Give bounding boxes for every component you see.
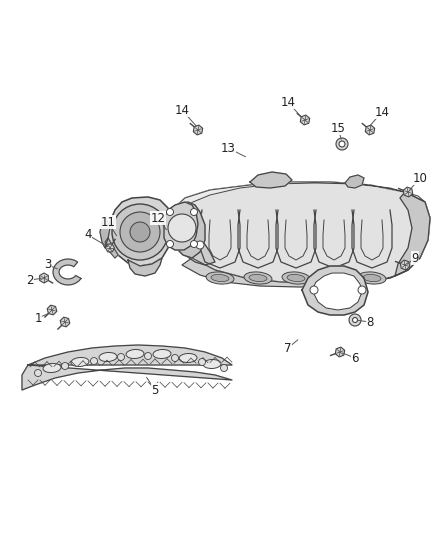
Polygon shape [365, 125, 374, 135]
Text: 6: 6 [351, 351, 359, 365]
Circle shape [353, 318, 357, 322]
Polygon shape [193, 125, 203, 135]
Polygon shape [400, 260, 410, 270]
Text: 8: 8 [366, 316, 374, 328]
Circle shape [120, 212, 160, 252]
Circle shape [196, 241, 204, 249]
Text: 9: 9 [411, 252, 419, 264]
Polygon shape [172, 182, 430, 283]
Text: 13: 13 [221, 141, 236, 155]
Polygon shape [108, 197, 172, 266]
Text: 4: 4 [84, 229, 92, 241]
Ellipse shape [153, 350, 171, 359]
Ellipse shape [287, 274, 305, 281]
Circle shape [172, 354, 179, 361]
Polygon shape [47, 305, 57, 315]
Circle shape [220, 365, 227, 372]
Polygon shape [345, 175, 364, 188]
Ellipse shape [203, 359, 221, 368]
Ellipse shape [320, 272, 348, 284]
Ellipse shape [99, 352, 117, 361]
Polygon shape [300, 115, 310, 125]
Polygon shape [182, 258, 408, 287]
Ellipse shape [43, 364, 61, 373]
Polygon shape [164, 202, 198, 250]
Circle shape [168, 214, 196, 242]
Polygon shape [172, 182, 425, 210]
Text: 7: 7 [284, 342, 292, 354]
Polygon shape [170, 202, 205, 258]
Polygon shape [60, 317, 70, 327]
Text: 14: 14 [280, 95, 296, 109]
Circle shape [35, 369, 42, 376]
Ellipse shape [179, 353, 197, 362]
Polygon shape [53, 259, 81, 285]
Ellipse shape [363, 274, 381, 281]
Circle shape [176, 208, 184, 216]
Text: 12: 12 [151, 212, 166, 224]
Circle shape [112, 204, 168, 260]
Circle shape [166, 208, 173, 215]
Ellipse shape [282, 272, 310, 284]
Ellipse shape [126, 350, 144, 359]
Text: 5: 5 [151, 384, 159, 397]
Circle shape [336, 138, 348, 150]
Circle shape [130, 222, 150, 242]
Ellipse shape [244, 272, 272, 284]
Polygon shape [22, 345, 232, 390]
Ellipse shape [206, 272, 234, 284]
Polygon shape [100, 218, 110, 248]
Text: 14: 14 [374, 106, 389, 118]
Circle shape [61, 362, 68, 369]
Circle shape [310, 286, 318, 294]
Circle shape [91, 358, 98, 365]
Ellipse shape [249, 274, 267, 281]
Text: 2: 2 [26, 273, 34, 287]
Circle shape [349, 314, 361, 326]
Circle shape [191, 208, 198, 215]
Ellipse shape [71, 358, 89, 367]
Circle shape [198, 359, 205, 366]
Polygon shape [40, 273, 48, 283]
Ellipse shape [358, 272, 386, 284]
Ellipse shape [211, 274, 229, 281]
Polygon shape [336, 347, 345, 357]
Circle shape [145, 352, 152, 359]
Polygon shape [395, 192, 430, 276]
Circle shape [117, 353, 124, 360]
Text: 11: 11 [100, 215, 116, 229]
Circle shape [339, 141, 345, 147]
Polygon shape [302, 266, 368, 315]
Text: 1: 1 [34, 311, 42, 325]
Circle shape [191, 240, 198, 247]
Polygon shape [312, 273, 362, 310]
Circle shape [358, 286, 366, 294]
Circle shape [166, 240, 173, 247]
Polygon shape [105, 238, 118, 258]
Polygon shape [403, 187, 413, 197]
Text: 10: 10 [413, 172, 427, 184]
Polygon shape [250, 172, 292, 188]
Text: 15: 15 [331, 122, 346, 134]
Text: 3: 3 [44, 259, 52, 271]
Polygon shape [106, 244, 114, 252]
Ellipse shape [325, 274, 343, 281]
Text: 14: 14 [174, 103, 190, 117]
Polygon shape [172, 210, 215, 265]
Polygon shape [128, 258, 162, 276]
